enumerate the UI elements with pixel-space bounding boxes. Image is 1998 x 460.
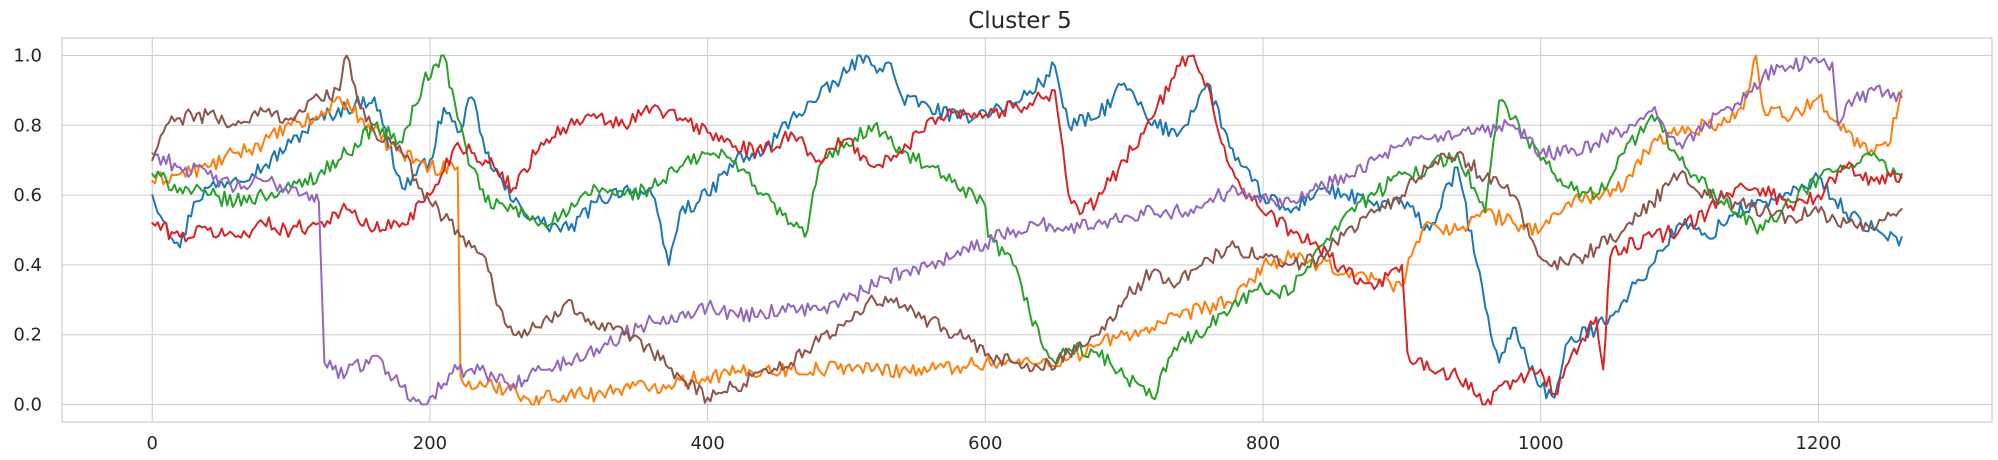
x-tick-label: 200 (413, 433, 447, 454)
y-tick-label: 0.2 (13, 325, 42, 346)
chart-title: Cluster 5 (968, 8, 1072, 34)
grid-layer (62, 38, 1992, 422)
y-tick-label: 0.6 (13, 185, 42, 206)
x-tick-label: 600 (968, 433, 1002, 454)
y-tick-label: 0.0 (13, 395, 42, 416)
series-line-3 (151, 54, 1903, 401)
x-tick-label: 1200 (1796, 433, 1842, 454)
series-line-6 (151, 54, 1903, 404)
series-line-1 (151, 54, 1903, 400)
x-tick-label: 1000 (1518, 433, 1564, 454)
series-line-4 (151, 54, 1903, 406)
plot-frame (61, 37, 1993, 423)
series-line-5 (151, 55, 1903, 406)
x-tick-label: 800 (1246, 433, 1280, 454)
x-tick-label: 0 (147, 433, 158, 454)
series-line-2 (151, 54, 1903, 406)
y-tick-label: 0.8 (13, 115, 42, 136)
series-layer (151, 54, 1903, 406)
y-tick-label: 1.0 (13, 45, 42, 66)
y-tick-label: 0.4 (13, 255, 42, 276)
tick-layer: 0 200 400 600 800 1000 1200 0.0 0.2 0.4 0.6 0.8 1.0 (13, 45, 1841, 454)
x-tick-label: 400 (690, 433, 724, 454)
